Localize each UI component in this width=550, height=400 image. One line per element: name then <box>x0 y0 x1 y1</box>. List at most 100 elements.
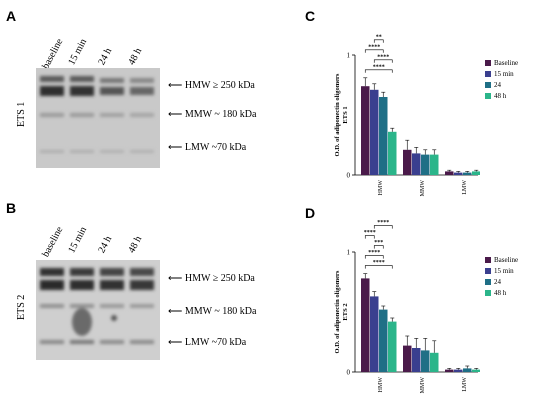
significance-label: **** <box>373 260 385 266</box>
significance-bracket <box>373 225 393 229</box>
legend-swatch <box>485 60 491 66</box>
significance-label: **** <box>377 54 389 60</box>
significance-bracket <box>364 265 393 269</box>
legend-label: 48 h <box>494 289 507 297</box>
band-label-hmw-a: ⟵ HMW ≥ 250 kDa <box>168 80 255 91</box>
band-label-lmw-a: ⟵ LMW ~70 kDa <box>168 142 247 153</box>
legend-item-15min: 15 min <box>485 267 518 275</box>
bar <box>463 368 472 372</box>
lane-label-15min: 15 min <box>66 37 90 67</box>
legend-label: 24 <box>494 81 501 89</box>
x-tick-label: MMW <box>420 180 426 197</box>
bar <box>430 154 439 175</box>
legend-swatch <box>485 279 491 285</box>
legend-c: Baseline 15 min 24 48 h <box>485 59 518 103</box>
legend-item-15min: 15 min <box>485 70 518 78</box>
bar <box>445 369 454 372</box>
bar <box>454 172 463 175</box>
significance-bracket <box>364 255 384 259</box>
western-blot-bands-a <box>36 68 160 168</box>
legend-item-baseline: Baseline <box>485 59 518 67</box>
legend-item-48h: 48 h <box>485 289 518 297</box>
bar <box>379 97 388 175</box>
legend-label: 15 min <box>494 70 514 78</box>
band-label-mmw-b: ⟵ MMW ~ 180 kDa <box>168 306 257 317</box>
legend-label: Baseline <box>494 59 519 67</box>
y-tick-label: 1 <box>347 249 351 257</box>
significance-label: *** <box>374 240 383 246</box>
bar <box>430 352 439 372</box>
side-label-ets2: ETS 2 <box>16 294 27 320</box>
western-blot-bands-b <box>36 260 160 360</box>
legend-swatch <box>485 71 491 77</box>
panel-letter-b: B <box>6 200 17 216</box>
bar-chart-d: 0 1 O.D. of adiponectin oligomersETS 2 HMW M… <box>334 220 480 394</box>
bar <box>379 309 388 372</box>
band-label-hmw-b: ⟵ HMW ≥ 250 kDa <box>168 273 255 284</box>
bar <box>421 350 430 372</box>
bar <box>361 86 370 175</box>
lane-label-24h: 24 h <box>96 46 115 67</box>
lane-label-15min-b: 15 min <box>66 225 90 255</box>
legend-item-24: 24 <box>485 278 518 286</box>
y-axis-label: O.D. of adiponectin oligomersETS 2 <box>334 270 349 353</box>
bar <box>472 171 480 175</box>
legend-swatch <box>485 82 491 88</box>
significance-bracket <box>373 59 393 63</box>
significance-bracket <box>373 245 384 249</box>
x-tick-label: MMW <box>420 377 426 394</box>
legend-item-48h: 48 h <box>485 92 518 100</box>
y-tick-label: 0 <box>347 172 351 180</box>
significance-bracket <box>364 69 393 73</box>
y-tick-label: 1 <box>347 52 351 60</box>
legend-item-baseline: Baseline <box>485 256 518 264</box>
legend-label: 48 h <box>494 92 507 100</box>
bar <box>445 171 454 175</box>
bar-chart-c: 0 1 O.D. of adiponectin oligomersETS 1 HMW M… <box>334 34 480 197</box>
lane-label-baseline-b: baseline <box>40 224 66 259</box>
legend-swatch <box>485 290 491 296</box>
significance-bracket <box>364 235 375 239</box>
bar <box>388 131 397 175</box>
x-tick-label: HMW <box>378 180 384 196</box>
bar <box>472 369 480 372</box>
legend-label: Baseline <box>494 256 519 264</box>
legend-label: 24 <box>494 278 501 286</box>
bar <box>412 153 421 175</box>
significance-label: **** <box>373 64 385 70</box>
panel-letter-c: C <box>305 8 316 24</box>
lane-label-baseline: baseline <box>40 36 66 71</box>
significance-bracket <box>373 39 384 43</box>
x-tick-label: LMW <box>462 180 468 195</box>
bar <box>421 154 430 175</box>
bar <box>463 172 472 175</box>
legend-d: Baseline 15 min 24 48 h <box>485 256 518 300</box>
legend-item-24: 24 <box>485 81 518 89</box>
y-tick-label: 0 <box>347 369 351 377</box>
x-tick-label: HMW <box>378 377 384 393</box>
western-blot-image-a <box>36 68 160 168</box>
significance-label: ** <box>376 34 382 40</box>
bar <box>454 369 463 372</box>
lane-label-24h-b: 24 h <box>96 234 115 255</box>
band-label-lmw-b: ⟵ LMW ~70 kDa <box>168 337 247 348</box>
legend-swatch <box>485 93 491 99</box>
y-axis-label: O.D. of adiponectin oligomersETS 1 <box>334 73 349 156</box>
lane-label-48h: 48 h <box>126 46 145 67</box>
panel-letter-d: D <box>305 205 316 221</box>
panel-letter-a: A <box>6 8 17 24</box>
significance-bracket <box>364 49 384 53</box>
bar <box>388 321 397 372</box>
significance-label: **** <box>377 220 389 226</box>
legend-swatch <box>485 268 491 274</box>
significance-label: **** <box>368 250 380 256</box>
side-label-ets1: ETS 1 <box>16 101 27 127</box>
bar <box>370 296 379 372</box>
significance-label: **** <box>364 230 376 236</box>
bar <box>370 89 379 175</box>
bar <box>412 348 421 372</box>
bar <box>403 149 412 175</box>
bar <box>403 345 412 372</box>
significance-label: **** <box>368 44 380 50</box>
bar <box>361 278 370 372</box>
